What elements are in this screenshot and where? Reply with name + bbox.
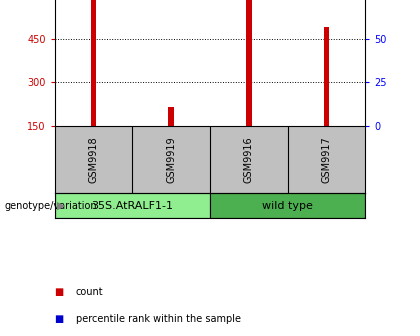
Text: wild type: wild type (262, 201, 313, 211)
Text: GSM9917: GSM9917 (322, 136, 331, 183)
Text: genotype/variation: genotype/variation (4, 201, 97, 211)
Text: GSM9919: GSM9919 (166, 136, 176, 183)
Text: ▶: ▶ (57, 201, 65, 211)
Bar (55, 193, 210, 218)
Bar (324, 27, 329, 126)
Bar (210, 193, 365, 218)
Text: GSM9916: GSM9916 (244, 136, 254, 183)
Text: count: count (76, 287, 103, 297)
Bar (246, 0, 252, 126)
Text: GSM9918: GSM9918 (89, 136, 98, 183)
Text: percentile rank within the sample: percentile rank within the sample (76, 314, 241, 324)
Text: 35S.AtRALF1-1: 35S.AtRALF1-1 (91, 201, 173, 211)
Text: ■: ■ (55, 287, 64, 297)
Text: ■: ■ (55, 314, 64, 324)
Bar (91, 0, 96, 126)
Bar (168, 107, 174, 126)
